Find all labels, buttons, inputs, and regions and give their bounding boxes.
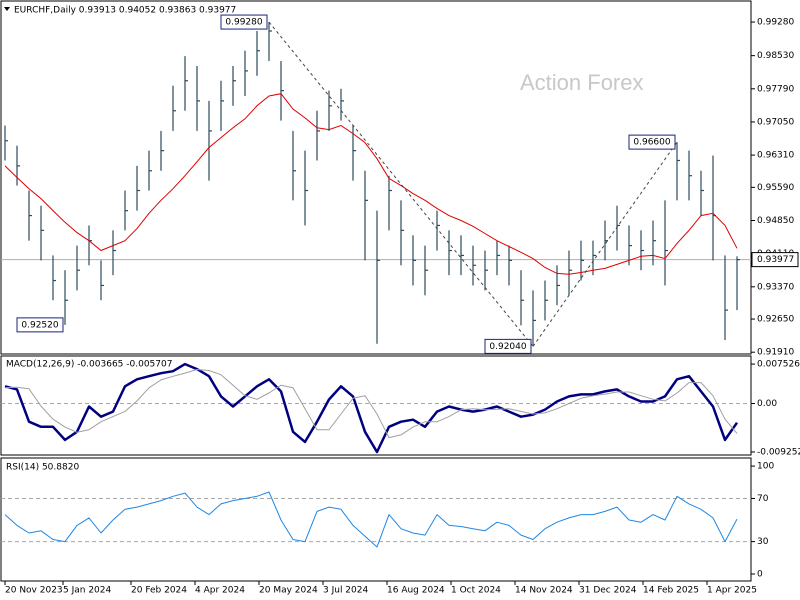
x-tick-label: 20 May 2024 bbox=[259, 586, 318, 596]
y-tick-label: 0.97050 bbox=[757, 117, 794, 127]
x-tick-label: 16 Aug 2024 bbox=[387, 586, 445, 596]
macd-panel-frame bbox=[0, 355, 752, 456]
price-header: EURCHF,Daily 0.93913 0.94052 0.93863 0.9… bbox=[14, 6, 236, 16]
indicator-line bbox=[4, 491, 738, 548]
swing-label: 0.92040 bbox=[489, 342, 526, 352]
swing-label-box bbox=[16, 317, 64, 333]
moving-average-line bbox=[4, 93, 738, 275]
y-tick-label: 30 bbox=[757, 537, 769, 547]
rsi-header: RSI(14) 50.8820 bbox=[6, 463, 79, 473]
macd-header: MACD(12,26,9) -0.003665 -0.005707 bbox=[6, 360, 172, 370]
swing-label-box bbox=[220, 14, 268, 30]
y-tick-label: 0.93370 bbox=[757, 282, 794, 292]
y-tick-label: 0.00 bbox=[757, 399, 777, 409]
menu-icon[interactable] bbox=[4, 7, 10, 11]
y-tick-label: -0.009252 bbox=[757, 447, 800, 457]
x-tick-label: 1 Oct 2024 bbox=[451, 586, 501, 596]
last-price-box bbox=[751, 252, 799, 268]
swing-label-box bbox=[484, 338, 532, 354]
swing-line bbox=[268, 21, 534, 347]
y-tick-label: 0.94850 bbox=[757, 216, 794, 226]
y-tick-label: 0.97790 bbox=[757, 84, 794, 94]
x-tick-label: 3 Jul 2024 bbox=[323, 586, 368, 596]
swing-label: 0.92520 bbox=[21, 320, 58, 330]
rsi-panel-frame bbox=[0, 457, 752, 582]
y-tick-label: 0.92650 bbox=[757, 315, 794, 325]
x-tick-label: 31 Dec 2024 bbox=[579, 586, 637, 596]
y-tick-label: 0.95590 bbox=[757, 183, 794, 193]
indicator-line bbox=[4, 362, 739, 454]
y-tick-label: 0.96310 bbox=[757, 151, 794, 161]
y-tick-label: 0.98530 bbox=[757, 51, 794, 61]
x-tick-label: 1 Apr 2025 bbox=[707, 586, 757, 596]
x-tick-label: 5 Jan 2024 bbox=[63, 586, 111, 596]
swing-label-box bbox=[628, 134, 676, 150]
x-tick-label: 4 Apr 2024 bbox=[195, 586, 245, 596]
y-tick-label: 0 bbox=[757, 569, 763, 579]
y-tick-label: 0.91910 bbox=[757, 348, 794, 358]
x-tick-label: 14 Nov 2024 bbox=[515, 586, 573, 596]
x-tick-label: 14 Feb 2025 bbox=[643, 586, 699, 596]
swing-label: 0.96600 bbox=[633, 138, 670, 148]
price-panel-frame bbox=[0, 0, 752, 355]
x-tick-label: 20 Feb 2024 bbox=[131, 586, 187, 596]
swing-label: 0.99280 bbox=[225, 18, 262, 28]
indicator-line bbox=[4, 369, 738, 439]
x-tick-label: 20 Nov 2023 bbox=[5, 586, 63, 596]
last-price-label: 0.93977 bbox=[757, 255, 794, 265]
y-tick-label: 0.99280 bbox=[757, 18, 794, 28]
y-tick-label: 100 bbox=[757, 462, 774, 472]
y-tick-label: 0.007526 bbox=[757, 360, 800, 370]
watermark: Action Forex bbox=[520, 70, 644, 95]
y-tick-label: 70 bbox=[757, 494, 769, 504]
